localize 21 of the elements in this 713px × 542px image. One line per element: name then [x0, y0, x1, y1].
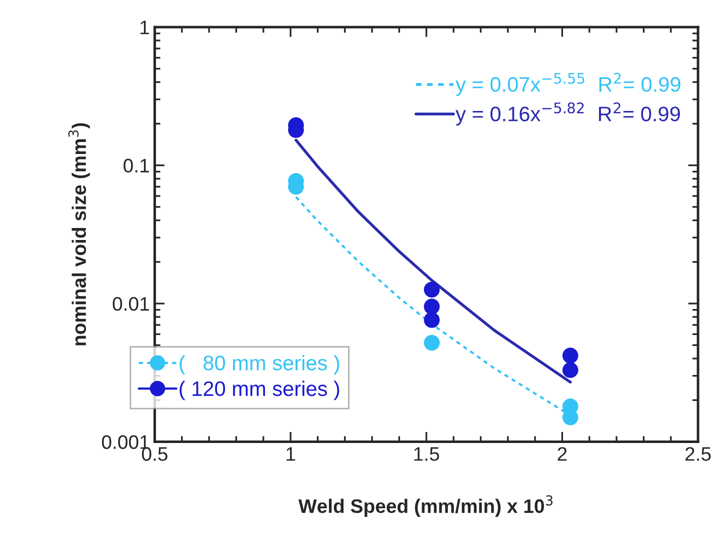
x-tick-label: 1 [286, 447, 296, 461]
x-tick-label: 2 [558, 447, 567, 461]
y-tick-label: 1 [140, 20, 149, 34]
y-tick-label: 0.01 [112, 296, 149, 311]
x-tick-label: 2.5 [685, 447, 711, 461]
point [562, 362, 578, 378]
point [424, 298, 440, 315]
legend-label: y = 0.07x$^{−5.55}$ R$^{2}$= 0.99 [456, 72, 680, 96]
point [424, 334, 440, 351]
y-tick-label: 0.001 [102, 435, 149, 449]
legend-label: ( 120 mm series ) [180, 380, 340, 400]
legend-label: y = 0.16x$^{−5.82}$ R$^{2}$= 0.99 [456, 102, 680, 126]
point [424, 282, 440, 298]
y-tick-label: 0.1 [124, 158, 149, 173]
point [562, 348, 578, 364]
y-axis-title: nominal void size (mm$^{3}$) [68, 123, 90, 346]
point [424, 312, 440, 328]
x-tick-label: 0.5 [142, 447, 168, 461]
x-tick-label: 1.5 [414, 447, 440, 461]
legend-label: ( 80 mm series ) [180, 355, 340, 375]
x-axis-title: Weld Speed (mm/min) x 10$^{3}$ [298, 495, 553, 517]
